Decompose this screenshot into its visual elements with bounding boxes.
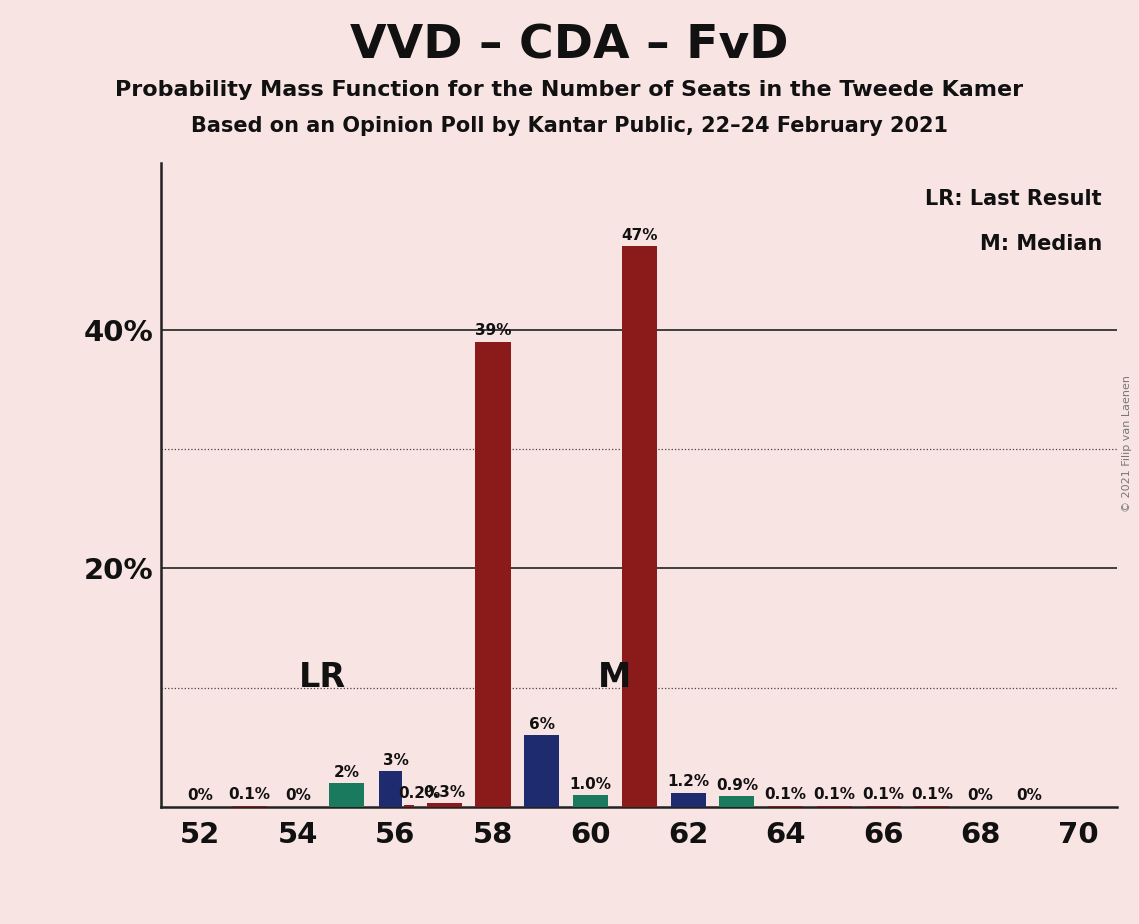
Bar: [524, 736, 559, 807]
Text: M: Median: M: Median: [980, 234, 1101, 254]
Text: 3%: 3%: [383, 753, 409, 768]
Bar: [231, 806, 267, 807]
Bar: [866, 806, 901, 807]
Bar: [573, 796, 608, 807]
Text: 6%: 6%: [528, 717, 555, 732]
Text: Probability Mass Function for the Number of Seats in the Tweede Kamer: Probability Mass Function for the Number…: [115, 80, 1024, 101]
Text: 0.1%: 0.1%: [813, 787, 855, 802]
Text: 0.1%: 0.1%: [862, 787, 904, 802]
Text: 0%: 0%: [285, 788, 311, 804]
Text: 0.9%: 0.9%: [715, 778, 757, 793]
Bar: [671, 793, 706, 807]
Text: 0%: 0%: [968, 788, 993, 804]
Text: LR: Last Result: LR: Last Result: [925, 188, 1101, 209]
Text: 0.1%: 0.1%: [228, 787, 270, 802]
Text: 0.1%: 0.1%: [911, 787, 953, 802]
Text: 1.2%: 1.2%: [667, 774, 710, 789]
Text: LR: LR: [298, 661, 346, 694]
Bar: [379, 772, 402, 807]
Bar: [915, 806, 950, 807]
Bar: [768, 806, 803, 807]
Bar: [404, 805, 415, 807]
Text: 0.3%: 0.3%: [424, 784, 466, 800]
Text: VVD – CDA – FvD: VVD – CDA – FvD: [351, 23, 788, 68]
Text: 2%: 2%: [334, 765, 360, 780]
Bar: [475, 342, 510, 807]
Text: © 2021 Filip van Laenen: © 2021 Filip van Laenen: [1122, 375, 1132, 512]
Bar: [817, 806, 852, 807]
Bar: [329, 784, 364, 807]
Bar: [719, 796, 754, 807]
Text: 0%: 0%: [188, 788, 213, 804]
Text: 0.2%: 0.2%: [399, 786, 441, 801]
Text: 47%: 47%: [621, 228, 657, 243]
Text: 1.0%: 1.0%: [570, 776, 612, 792]
Text: 0.1%: 0.1%: [764, 787, 806, 802]
Text: M: M: [598, 661, 631, 694]
Bar: [622, 247, 657, 807]
Text: Based on an Opinion Poll by Kantar Public, 22–24 February 2021: Based on an Opinion Poll by Kantar Publi…: [191, 116, 948, 136]
Text: 0%: 0%: [1016, 788, 1042, 804]
Text: 39%: 39%: [475, 323, 511, 338]
Bar: [427, 804, 461, 807]
